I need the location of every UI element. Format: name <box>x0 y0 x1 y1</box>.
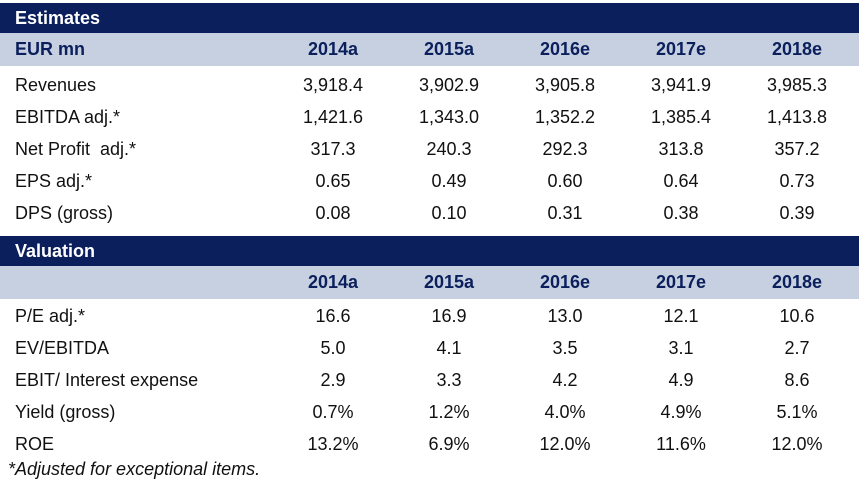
cell-value: 3,902.9 <box>418 75 480 95</box>
cell-value: 2.9 <box>320 370 346 390</box>
cell-value: 357.2 <box>774 139 820 159</box>
cell-value: 3,918.4 <box>302 75 364 95</box>
row-label: Revenues <box>15 75 97 95</box>
cell-value: 0.60 <box>547 171 583 191</box>
estimates-table: Estimates EUR mn 2014a 2015a 2016e 2017e… <box>0 3 859 229</box>
year-header: 2018e <box>771 39 823 59</box>
cell-value: 0.73 <box>779 171 815 191</box>
table-row: Net Profit adj.* 317.3 240.3 292.3 313.8… <box>0 133 859 165</box>
year-header: 2015a <box>423 39 475 59</box>
cell-value: 0.49 <box>431 171 467 191</box>
table-row: P/E adj.* 16.6 16.9 13.0 12.1 10.6 <box>0 300 859 332</box>
table-row: EBIT/ Interest expense 2.9 3.3 4.2 4.9 8… <box>0 364 859 396</box>
unit-label <box>0 266 275 299</box>
cell-value: 4.9 <box>668 370 694 390</box>
cell-value: 5.0 <box>320 338 346 358</box>
cell-value: 10.6 <box>779 306 815 326</box>
cell-value: 3.1 <box>668 338 694 358</box>
cell-value: 4.0% <box>544 402 586 422</box>
cell-value: 240.3 <box>426 139 472 159</box>
cell-value: 0.31 <box>547 203 583 223</box>
row-label: P/E adj.* <box>15 306 86 326</box>
cell-value: 1,343.0 <box>418 107 480 127</box>
valuation-header-row: 2014a 2015a 2016e 2017e 2018e <box>0 266 859 299</box>
row-label: EPS adj.* <box>15 171 93 191</box>
cell-value: 317.3 <box>310 139 356 159</box>
cell-value: 0.64 <box>663 171 699 191</box>
cell-value: 3,985.3 <box>766 75 828 95</box>
year-header: 2014a <box>307 39 359 59</box>
cell-value: 16.9 <box>431 306 467 326</box>
valuation-title: Valuation <box>0 236 859 266</box>
year-header: 2014a <box>307 272 359 292</box>
cell-value: 3,941.9 <box>650 75 712 95</box>
valuation-table: Valuation 2014a 2015a 2016e 2017e 2018e … <box>0 236 859 460</box>
cell-value: 0.65 <box>315 171 351 191</box>
cell-value: 292.3 <box>542 139 588 159</box>
year-header: 2015a <box>423 272 475 292</box>
cell-value: 13.0 <box>547 306 583 326</box>
year-header: 2017e <box>655 272 707 292</box>
cell-value: 12.0% <box>771 434 823 454</box>
cell-value: 0.08 <box>315 203 351 223</box>
cell-value: 0.39 <box>779 203 815 223</box>
cell-value: 12.1 <box>663 306 699 326</box>
table-row: EV/EBITDA 5.0 4.1 3.5 3.1 2.7 <box>0 332 859 364</box>
estimates-header-row: EUR mn 2014a 2015a 2016e 2017e 2018e <box>0 33 859 66</box>
cell-value: 0.7% <box>312 402 354 422</box>
cell-value: 16.6 <box>315 306 351 326</box>
row-label: Net Profit adj.* <box>15 139 137 159</box>
estimates-title: Estimates <box>0 3 859 33</box>
cell-value: 12.0% <box>539 434 591 454</box>
year-header: 2016e <box>539 272 591 292</box>
cell-value: 5.1% <box>776 402 818 422</box>
table-row: DPS (gross) 0.08 0.10 0.31 0.38 0.39 <box>0 197 859 229</box>
row-label: ROE <box>15 434 55 454</box>
row-label: EBIT/ Interest expense <box>15 370 199 390</box>
year-header: 2016e <box>539 39 591 59</box>
cell-value: 11.6% <box>656 434 706 454</box>
table-row: EPS adj.* 0.65 0.49 0.60 0.64 0.73 <box>0 165 859 197</box>
cell-value: 1,385.4 <box>650 107 712 127</box>
row-label: DPS (gross) <box>15 203 114 223</box>
table-row: ROE 13.2% 6.9% 12.0% 11.6% 12.0% <box>0 428 859 460</box>
cell-value: 1.2% <box>428 402 470 422</box>
cell-value: 6.9% <box>428 434 470 454</box>
row-label: EV/EBITDA <box>15 338 110 358</box>
cell-value: 1,413.8 <box>766 107 828 127</box>
cell-value: 0.10 <box>431 203 467 223</box>
row-label: EBITDA adj.* <box>15 107 121 127</box>
cell-value: 13.2% <box>307 434 359 454</box>
cell-value: 0.38 <box>663 203 699 223</box>
table-row: EBITDA adj.* 1,421.6 1,343.0 1,352.2 1,3… <box>0 101 859 133</box>
unit-label: EUR mn <box>15 39 86 59</box>
cell-value: 3.5 <box>552 338 578 358</box>
cell-value: 8.6 <box>784 370 810 390</box>
year-header: 2018e <box>771 272 823 292</box>
cell-value: 3.3 <box>436 370 462 390</box>
cell-value: 4.2 <box>552 370 578 390</box>
footnote: *Adjusted for exceptional items. <box>8 459 261 479</box>
year-header: 2017e <box>655 39 707 59</box>
cell-value: 2.7 <box>784 338 810 358</box>
table-row: Revenues 3,918.4 3,902.9 3,905.8 3,941.9… <box>0 69 859 101</box>
cell-value: 313.8 <box>658 139 704 159</box>
cell-value: 1,352.2 <box>534 107 596 127</box>
row-label: Yield (gross) <box>15 402 116 422</box>
cell-value: 4.1 <box>436 338 462 358</box>
cell-value: 1,421.6 <box>302 107 364 127</box>
cell-value: 3,905.8 <box>534 75 596 95</box>
table-row: Yield (gross) 0.7% 1.2% 4.0% 4.9% 5.1% <box>0 396 859 428</box>
cell-value: 4.9% <box>660 402 702 422</box>
